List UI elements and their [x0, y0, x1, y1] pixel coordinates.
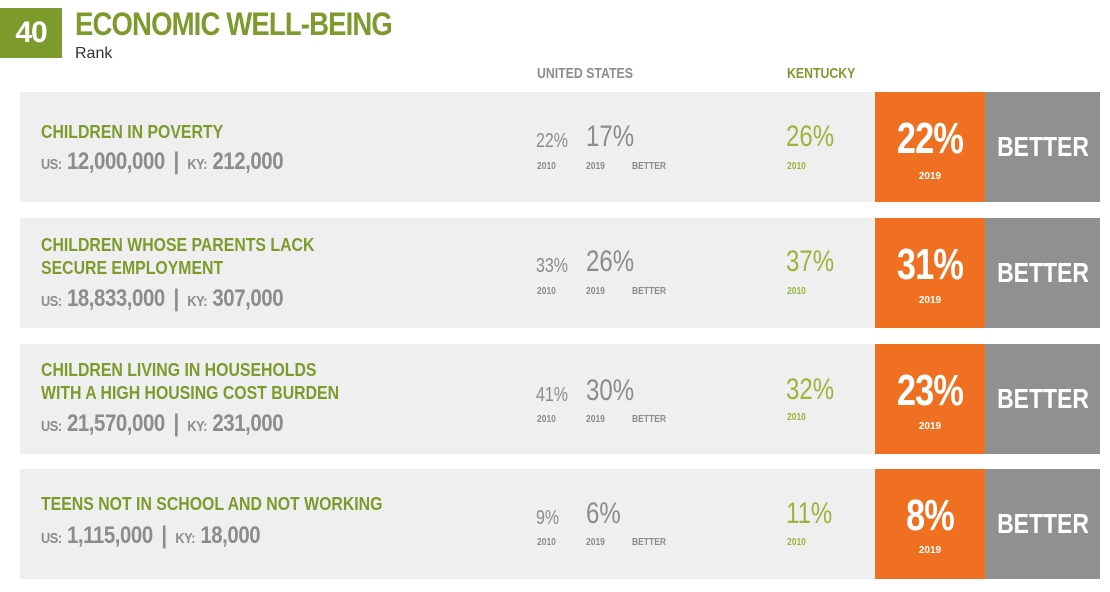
ky-trend: BETTER [996, 131, 1089, 162]
rank-label: Rank [75, 45, 113, 62]
indicator-label: TEENS NOT IN SCHOOL AND NOT WORKING [41, 493, 382, 516]
ky-trend-box: BETTER [985, 218, 1100, 328]
ky-value-2019: 23% [896, 366, 964, 415]
us-year-2019: 2019 [586, 414, 605, 425]
ky-value-2019: 31% [896, 240, 964, 289]
ky-2019-box: 22% 2019 [875, 92, 985, 202]
indicator-counts: US: 12,000,000 | KY: 212,000 [41, 148, 284, 176]
us-prefix: US: [41, 293, 62, 310]
column-header-united-states: UNITED STATES [537, 65, 633, 82]
ky-2019-box: 8% 2019 [875, 469, 985, 579]
ky-count: 307,000 [212, 285, 284, 312]
separator: | [173, 410, 179, 437]
us-count: 18,833,000 [66, 285, 165, 312]
rank-badge: 40 [0, 8, 62, 58]
indicator-label: CHILDREN IN POVERTY [41, 121, 223, 144]
ky-value-2010: 37% [786, 245, 835, 278]
column-header-kentucky: KENTUCKY [787, 65, 856, 82]
us-trend: BETTER [632, 537, 666, 548]
ky-2019-box: 23% 2019 [875, 344, 985, 454]
us-trend: BETTER [632, 414, 666, 425]
ky-value-2010: 32% [786, 373, 835, 406]
ky-prefix: KY: [175, 530, 196, 547]
indicator-row-high-housing-cost-burden: CHILDREN LIVING IN HOUSEHOLDS WITH A HIG… [20, 344, 1100, 454]
indicator-label-line2: WITH A HIGH HOUSING COST BURDEN [41, 383, 340, 403]
indicator-label: CHILDREN LIVING IN HOUSEHOLDS WITH A HIG… [41, 359, 339, 405]
us-year-2019: 2019 [586, 286, 605, 297]
indicator-label: CHILDREN WHOSE PARENTS LACK SECURE EMPLO… [41, 234, 314, 280]
us-year-2010: 2010 [537, 286, 556, 297]
ky-value-2019: 22% [896, 114, 964, 163]
indicator-counts: US: 18,833,000 | KY: 307,000 [41, 285, 284, 313]
indicator-counts: US: 21,570,000 | KY: 231,000 [41, 410, 284, 438]
ky-year-2019: 2019 [918, 421, 942, 432]
ky-trend-box: BETTER [985, 92, 1100, 202]
ky-value-2010: 11% [786, 497, 833, 530]
ky-trend-box: BETTER [985, 469, 1100, 579]
indicator-row-children-in-poverty: CHILDREN IN POVERTY US: 12,000,000 | KY:… [20, 92, 1100, 202]
ky-trend: BETTER [996, 257, 1089, 288]
indicator-counts: US: 1,115,000 | KY: 18,000 [41, 522, 261, 550]
ky-year-2019: 2019 [918, 171, 942, 182]
ky-count: 231,000 [212, 410, 284, 437]
us-year-2019: 2019 [586, 537, 605, 548]
us-trend: BETTER [632, 286, 666, 297]
us-count: 21,570,000 [66, 410, 165, 437]
indicator-row-parents-lack-secure-employment: CHILDREN WHOSE PARENTS LACK SECURE EMPLO… [20, 218, 1100, 328]
indicator-label-line1: TEENS NOT IN SCHOOL AND NOT WORKING [41, 494, 383, 514]
ky-year-2019: 2019 [918, 545, 942, 556]
ky-year-2010: 2010 [787, 412, 806, 423]
us-count: 1,115,000 [66, 522, 153, 549]
us-year-2019: 2019 [586, 161, 605, 172]
us-value-2010: 41% [536, 384, 569, 406]
ky-prefix: KY: [187, 418, 208, 435]
ky-count: 18,000 [200, 522, 261, 549]
ky-count: 212,000 [212, 148, 284, 175]
us-year-2010: 2010 [537, 537, 556, 548]
us-value-2010: 33% [536, 255, 569, 277]
ky-year-2010: 2010 [787, 161, 806, 172]
ky-trend: BETTER [996, 508, 1089, 539]
us-year-2010: 2010 [537, 414, 556, 425]
ky-year-2010: 2010 [787, 286, 806, 297]
ky-year-2010: 2010 [787, 537, 806, 548]
us-trend: BETTER [632, 161, 666, 172]
ky-value-2019: 8% [905, 491, 955, 540]
ky-value-2010: 26% [786, 120, 835, 153]
indicator-label-line1: CHILDREN IN POVERTY [41, 122, 224, 142]
us-year-2010: 2010 [537, 161, 556, 172]
indicator-label-line2: SECURE EMPLOYMENT [41, 258, 224, 278]
us-value-2010: 22% [536, 130, 569, 152]
us-prefix: US: [41, 530, 62, 547]
section-title: ECONOMIC WELL-BEING [75, 6, 393, 42]
us-value-2019: 26% [586, 245, 635, 278]
separator: | [173, 285, 179, 312]
ky-2019-box: 31% 2019 [875, 218, 985, 328]
indicator-row-teens-not-in-school-not-working: TEENS NOT IN SCHOOL AND NOT WORKING US: … [20, 469, 1100, 579]
ky-prefix: KY: [187, 293, 208, 310]
us-value-2010: 9% [536, 507, 560, 529]
separator: | [161, 522, 167, 549]
us-value-2019: 17% [586, 120, 635, 153]
us-prefix: US: [41, 156, 62, 173]
indicator-label-line1: CHILDREN LIVING IN HOUSEHOLDS [41, 360, 317, 380]
us-value-2019: 30% [586, 374, 635, 407]
us-count: 12,000,000 [66, 148, 165, 175]
ky-trend-box: BETTER [985, 344, 1100, 454]
separator: | [173, 148, 179, 175]
us-value-2019: 6% [586, 497, 621, 530]
indicator-label-line1: CHILDREN WHOSE PARENTS LACK [41, 235, 315, 255]
us-prefix: US: [41, 418, 62, 435]
ky-trend: BETTER [996, 383, 1089, 414]
ky-prefix: KY: [187, 156, 208, 173]
ky-year-2019: 2019 [918, 295, 942, 306]
